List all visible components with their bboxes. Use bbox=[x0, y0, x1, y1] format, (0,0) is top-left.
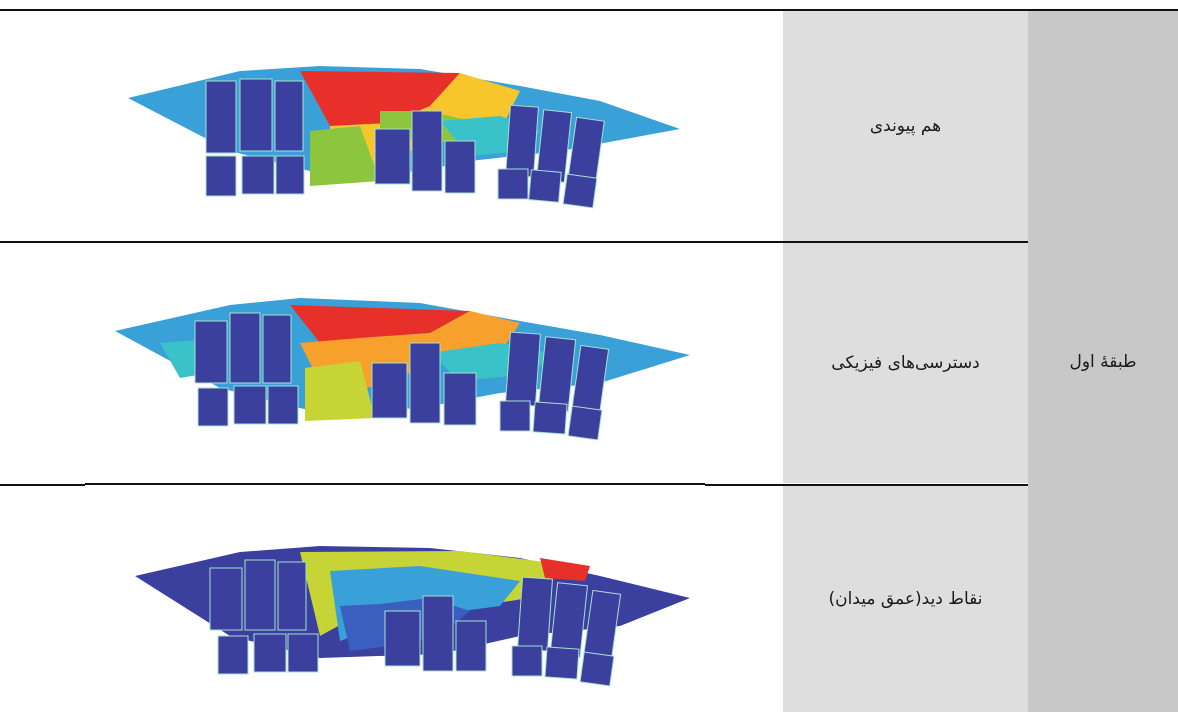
physical-access-map-figure bbox=[115, 298, 690, 441]
floor-group-label: طبقهٔ اول bbox=[1028, 11, 1178, 712]
row-2-label: دسترسی‌های فیزیکی bbox=[783, 243, 1028, 483]
row-2-image-cell bbox=[0, 243, 783, 483]
row-1-label: هم پیوندی bbox=[783, 11, 1028, 241]
row-1-image-cell bbox=[0, 11, 783, 241]
row-divider-2b bbox=[0, 484, 85, 486]
table-caption bbox=[0, 0, 1178, 9]
row-divider-2a bbox=[85, 483, 705, 485]
row-divider-1 bbox=[0, 241, 1028, 243]
row-3-image-cell bbox=[0, 486, 783, 712]
row-3-label: نقاط دید(عمق میدان) bbox=[783, 486, 1028, 712]
integration-map-figure bbox=[128, 66, 680, 209]
table-top-rule bbox=[0, 9, 1178, 11]
row-divider-2c bbox=[705, 484, 1028, 486]
visibility-depth-map-figure bbox=[135, 546, 690, 687]
